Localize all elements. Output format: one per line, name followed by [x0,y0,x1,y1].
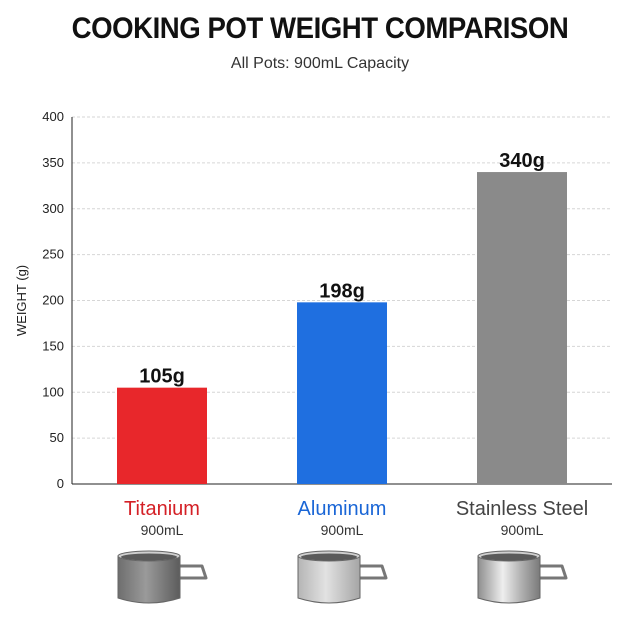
capacity-label: 900mL [321,522,364,538]
y-tick-label: 250 [42,247,64,262]
chart-title: COOKING POT WEIGHT COMPARISON [71,12,569,45]
data-label: 340g [499,150,545,172]
chart-subtitle: All Pots: 900mL Capacity [230,55,410,72]
stainless-steel-pot-icon [477,550,568,604]
y-tick-label: 50 [50,430,64,445]
x-category-label: Aluminum [298,498,387,520]
bar-titanium [117,387,207,484]
data-label: 198g [319,280,365,302]
y-axis-label: WEIGHT (g) [14,265,29,336]
y-tick-label: 350 [42,155,64,170]
aluminum-pot-icon [297,550,388,604]
x-category-label: Stainless Steel [456,498,588,520]
data-label: 105g [139,366,185,388]
y-tick-label: 0 [57,476,64,491]
capacity-label: 900mL [501,522,544,538]
capacity-label: 900mL [141,522,184,538]
y-tick-label: 400 [42,109,64,124]
y-tick-label: 150 [42,338,64,353]
y-tick-label: 200 [42,293,64,308]
titanium-pot-icon [117,550,208,604]
y-tick-label: 100 [42,384,64,399]
bar-aluminum [297,302,387,484]
x-category-label: Titanium [124,498,200,520]
y-tick-label: 300 [42,201,64,216]
bar-stainless-steel [477,172,567,485]
